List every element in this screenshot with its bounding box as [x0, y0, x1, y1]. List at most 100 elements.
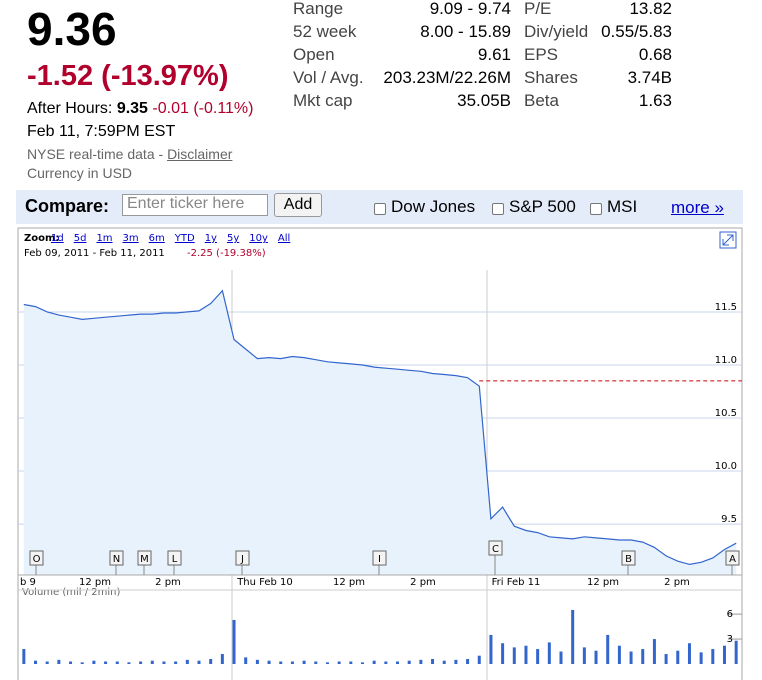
event-flag[interactable] — [621, 550, 636, 566]
x-tick-label: b 9 — [20, 577, 36, 588]
after-hours-change: -0.01 (-0.11%) — [152, 100, 254, 117]
x-tick-label: 2 pm — [155, 577, 181, 588]
zoom-link[interactable]: 5y — [227, 233, 239, 244]
volume-bar — [407, 660, 411, 664]
volume-bar — [139, 661, 143, 664]
event-flag[interactable] — [725, 550, 740, 566]
volume-bar — [197, 660, 201, 664]
volume-bar — [606, 634, 610, 664]
x-tick-label: 12 pm — [587, 577, 619, 588]
x-tick-label: 12 pm — [79, 577, 111, 588]
volume-bar — [676, 650, 680, 664]
volume-bar — [454, 659, 458, 664]
compare-label: Compare: — [25, 196, 110, 216]
event-flag[interactable] — [137, 550, 152, 566]
volume-bar — [349, 661, 353, 664]
stat-value: 0.68 — [638, 45, 672, 64]
volume-bar — [641, 649, 645, 664]
volume-bar — [664, 654, 668, 664]
range-change: -2.25 (-19.38%) — [187, 248, 266, 259]
after-hours: After Hours: 9.35 -0.01 (-0.11%) — [27, 100, 253, 118]
event-label: M — [140, 554, 149, 565]
y-tick-label: 11.0 — [715, 355, 737, 366]
volume-bar — [302, 660, 306, 664]
volume-tick-label: 3 — [727, 634, 733, 645]
add-button[interactable]: Add — [274, 193, 322, 217]
stat-label: Shares — [524, 68, 578, 87]
volume-bar — [45, 661, 49, 664]
checkbox[interactable] — [374, 203, 386, 215]
event-flag[interactable] — [29, 550, 44, 566]
stat-label: Mkt cap — [293, 91, 353, 110]
currency: Currency in USD — [27, 165, 133, 181]
volume-bar — [431, 659, 435, 664]
volume-bar — [360, 662, 364, 664]
stat-value: 3.74B — [627, 68, 672, 87]
zoom-link[interactable]: 10y — [249, 233, 268, 244]
zoom-link[interactable]: YTD — [174, 233, 195, 244]
zoom-link[interactable]: 6m — [149, 233, 165, 244]
volume-bar — [162, 661, 166, 664]
volume-bar — [232, 619, 236, 664]
volume-bar — [279, 661, 283, 664]
zoom-link[interactable]: 3m — [123, 233, 139, 244]
event-flag[interactable] — [109, 550, 124, 566]
more-link[interactable]: more » — [671, 198, 724, 217]
zoom-link[interactable]: 1d — [51, 233, 64, 244]
volume-bar — [384, 661, 388, 664]
volume-bar — [477, 655, 481, 664]
volume-bar — [489, 634, 493, 664]
volume-bar — [220, 654, 224, 664]
event-flag[interactable] — [488, 540, 503, 556]
zoom-link[interactable]: 1m — [96, 233, 112, 244]
zoom-link[interactable]: 5d — [74, 233, 87, 244]
volume-bar — [34, 660, 38, 664]
event-flag[interactable] — [167, 550, 182, 566]
stat-label: 52 week — [293, 22, 357, 41]
volume-bar — [652, 639, 656, 664]
stat-label: Beta — [524, 91, 559, 110]
volume-bar — [594, 650, 598, 664]
x-tick-label: 2 pm — [410, 577, 436, 588]
change: -1.52 (-13.97%) — [27, 60, 229, 92]
zoom-link[interactable]: All — [278, 233, 290, 244]
volume-bar — [547, 642, 551, 664]
checkbox[interactable] — [590, 203, 602, 215]
disclaimer-link[interactable]: Disclaimer — [167, 146, 233, 162]
volume-bar — [80, 662, 84, 664]
volume-bar — [466, 659, 470, 664]
expand-arrow — [722, 234, 734, 246]
volume-bar — [711, 649, 715, 664]
event-label: B — [625, 554, 632, 565]
volume-bar — [185, 659, 189, 664]
y-tick-label: 10.0 — [715, 461, 737, 472]
stat-value: 9.61 — [477, 45, 511, 64]
volume-bar — [104, 661, 108, 664]
volume-bar — [244, 657, 248, 664]
event-flag[interactable] — [235, 550, 250, 566]
event-label: J — [240, 554, 244, 565]
stat-label: Div/yield — [524, 22, 589, 41]
volume-bar — [267, 660, 271, 664]
stat-label: P/E — [524, 0, 552, 18]
volume-bar — [512, 647, 516, 664]
event-flag[interactable] — [372, 550, 387, 566]
stat-label: EPS — [524, 45, 559, 64]
checkbox[interactable] — [492, 203, 504, 215]
volume-bar — [255, 659, 259, 664]
price: 9.36 — [27, 3, 117, 55]
zoom-label: Zoom: — [24, 233, 59, 244]
ticker-input[interactable]: Enter ticker here — [122, 194, 268, 216]
volume-bar — [687, 643, 691, 664]
zoom-link[interactable]: 1y — [205, 233, 217, 244]
volume-bar — [69, 661, 73, 664]
volume-bar — [582, 647, 586, 664]
stat-value: 8.00 - 15.89 — [420, 22, 511, 41]
volume-bar — [325, 662, 329, 664]
event-label: L — [172, 554, 178, 565]
stat-value: 9.09 - 9.74 — [429, 0, 511, 18]
stat-label: Range — [293, 0, 344, 18]
volume-bar — [337, 661, 341, 664]
stat-value: 203.23M/22.26M — [383, 68, 511, 87]
